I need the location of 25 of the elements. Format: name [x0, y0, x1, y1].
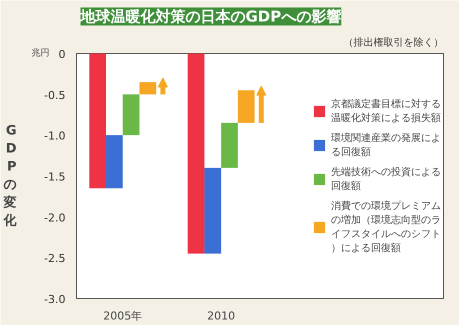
legend-label: 京都議定書目標に対する温暖化対策による損失額	[331, 98, 441, 124]
legend-label: 消費での環境プレミアムの増加（環境志向型のライフスタイルへのシフト）による回復額	[331, 200, 441, 254]
y-tick-label: 0	[58, 48, 66, 61]
y-tick-label: -3.0	[44, 293, 66, 306]
x-tick-label: 2010	[207, 310, 236, 322]
bar	[122, 94, 140, 136]
bar	[139, 82, 156, 94]
bar	[238, 90, 255, 123]
bar	[89, 54, 106, 188]
text: （排出権取引を除く）	[344, 36, 444, 48]
bar	[204, 168, 222, 254]
bar	[188, 54, 204, 254]
chart-title: 地球温暖化対策の日本のGDPへの影響	[80, 8, 342, 26]
x-tick-label: 2005年	[103, 310, 142, 322]
y-tick-label: -1.0	[44, 130, 66, 143]
y-tick-label: -2.5	[44, 252, 66, 266]
legend-label: 環境関連産業の発展による回復額	[331, 132, 441, 158]
y-tick-label: -0.5	[44, 88, 66, 102]
bar	[221, 122, 238, 168]
y-tick-label: -2.0	[44, 211, 66, 224]
y-axis-title: GDPの変化	[2, 124, 18, 228]
text: 兆円	[32, 48, 50, 58]
bar	[106, 135, 123, 188]
y-tick-label: -1.5	[44, 170, 66, 184]
legend-label: 先端技術への投資による回復額	[331, 166, 441, 192]
